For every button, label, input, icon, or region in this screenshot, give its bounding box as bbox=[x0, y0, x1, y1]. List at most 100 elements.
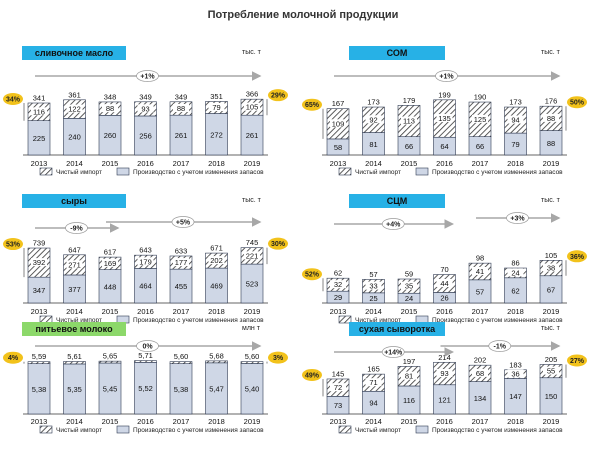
import-label-bg bbox=[436, 369, 453, 378]
share-badge-left: 65% bbox=[305, 102, 320, 109]
data-label-production: 225 bbox=[33, 134, 46, 143]
data-label-total: 59 bbox=[405, 270, 413, 279]
data-label-total: 5,60 bbox=[245, 352, 260, 361]
import-label-bg bbox=[472, 114, 488, 123]
data-label-production: 260 bbox=[104, 131, 117, 140]
import-label-bg bbox=[244, 102, 260, 111]
import-label-bg bbox=[507, 268, 524, 277]
cagr-label: 0% bbox=[142, 344, 153, 351]
data-label-import: 202 bbox=[210, 256, 223, 265]
tick-label-year: 2019 bbox=[244, 417, 261, 426]
tick-label-year: 2017 bbox=[173, 307, 190, 316]
data-label-production: 455 bbox=[175, 282, 188, 291]
tick-label-year: 2018 bbox=[208, 159, 225, 168]
tick-label-year: 2017 bbox=[472, 417, 489, 426]
chart-header: питьевое молоко bbox=[22, 322, 126, 336]
data-label-total: 671 bbox=[210, 244, 223, 253]
page-title: Потребление молочной продукции bbox=[207, 9, 399, 21]
data-label-import: 72 bbox=[334, 383, 342, 392]
import-label-bg bbox=[543, 263, 559, 272]
cagr-label: +14% bbox=[384, 350, 403, 357]
chart-panel-smp: СОМ тыс. т 58 109 167 2013 81 92 173 2014 66 113 1… bbox=[302, 46, 603, 184]
legend-swatch-import bbox=[39, 167, 53, 176]
data-label-total: 349 bbox=[175, 92, 188, 101]
unit-label: тыс. т bbox=[242, 197, 261, 204]
data-label-production: 79 bbox=[511, 140, 519, 149]
import-label-bg bbox=[66, 104, 83, 113]
bar-import bbox=[98, 360, 122, 364]
data-label-import: 221 bbox=[246, 251, 259, 260]
chart-header: сливочное масло bbox=[22, 46, 126, 60]
data-label-production: 116 bbox=[403, 396, 415, 405]
cagr-oval bbox=[381, 218, 405, 230]
import-label-bg bbox=[507, 115, 524, 124]
share-badge-right: 29% bbox=[271, 93, 286, 100]
import-label-bg bbox=[330, 280, 346, 289]
chart-panel-milk: питьевое молоко млн т 5,38 5,59 2013 5,35 5,… bbox=[3, 322, 304, 460]
chart-header: СЦМ bbox=[349, 194, 445, 208]
import-label-bg bbox=[365, 115, 382, 124]
data-label-import: 169 bbox=[104, 259, 117, 268]
data-label-total: 5,71 bbox=[138, 351, 153, 360]
data-label-production: 523 bbox=[246, 280, 259, 289]
tick-label-year: 2017 bbox=[173, 417, 190, 426]
data-label-production: 81 bbox=[369, 140, 377, 149]
data-label-import: 68 bbox=[476, 369, 484, 378]
tick-label-year: 2013 bbox=[330, 159, 347, 168]
share-badge bbox=[268, 351, 288, 364]
data-label-total: 348 bbox=[104, 92, 117, 101]
data-label-production: 448 bbox=[104, 282, 117, 291]
data-label-production: 147 bbox=[509, 392, 522, 401]
data-label-import: 105 bbox=[246, 103, 259, 112]
legend-label-production: Производство с учетом изменения запасов bbox=[432, 317, 563, 324]
legend-label-production: Производство с учетом изменения запасов bbox=[133, 427, 264, 434]
import-label-bg bbox=[31, 258, 47, 267]
tick-label-year: 2014 bbox=[66, 159, 83, 168]
data-label-production: 5,38 bbox=[32, 385, 47, 394]
import-label-bg bbox=[102, 104, 118, 113]
cagr-label: -1% bbox=[494, 344, 507, 351]
data-label-total: 176 bbox=[545, 97, 558, 106]
tick-label-year: 2014 bbox=[365, 307, 382, 316]
bar-import bbox=[134, 360, 157, 363]
data-label-production: 29 bbox=[334, 293, 342, 302]
data-label-production: 377 bbox=[68, 285, 81, 294]
data-label-import: 392 bbox=[33, 258, 46, 267]
share-badge bbox=[268, 89, 288, 102]
chart-header: сухая сыворотка bbox=[349, 322, 445, 336]
data-label-import: 94 bbox=[511, 116, 519, 125]
data-label-production: 347 bbox=[33, 286, 46, 295]
data-label-total: 647 bbox=[68, 245, 81, 254]
import-label-bg bbox=[401, 116, 417, 125]
import-label-bg bbox=[436, 278, 453, 287]
chart-header: сыры bbox=[22, 194, 126, 208]
bar-import bbox=[27, 361, 51, 364]
legend-swatch-import bbox=[338, 167, 352, 176]
data-label-total: 5,61 bbox=[67, 352, 82, 361]
share-badge bbox=[3, 92, 23, 105]
import-label-bg bbox=[244, 251, 260, 260]
data-label-import: 122 bbox=[68, 105, 81, 114]
data-label-total: 205 bbox=[545, 355, 558, 364]
cagr-label: +1% bbox=[140, 74, 155, 81]
import-label-bg bbox=[472, 266, 488, 275]
cagr-oval bbox=[506, 212, 529, 224]
unit-label: млн т bbox=[242, 325, 260, 332]
legend-swatch-production bbox=[116, 167, 130, 176]
chart-svg: 5,38 5,59 2013 5,35 5,61 2014 5,45 5,65 2015 5,52… bbox=[3, 340, 288, 434]
data-label-import: 177 bbox=[175, 258, 188, 267]
data-label-production: 24 bbox=[405, 294, 413, 303]
tick-label-year: 2013 bbox=[31, 307, 48, 316]
tick-label-year: 2016 bbox=[436, 159, 453, 168]
import-label-bg bbox=[31, 107, 47, 116]
legend-label-import: Чистый импорт bbox=[355, 426, 401, 434]
data-label-total: 5,59 bbox=[32, 352, 47, 361]
data-label-total: 739 bbox=[33, 239, 46, 248]
import-label-bg bbox=[208, 102, 225, 111]
legend-swatch-import bbox=[338, 425, 352, 434]
data-label-total: 86 bbox=[511, 259, 519, 268]
data-label-production: 57 bbox=[476, 287, 484, 296]
tick-label-year: 2018 bbox=[507, 307, 524, 316]
tick-label-year: 2015 bbox=[102, 307, 119, 316]
import-label-bg bbox=[543, 366, 559, 375]
